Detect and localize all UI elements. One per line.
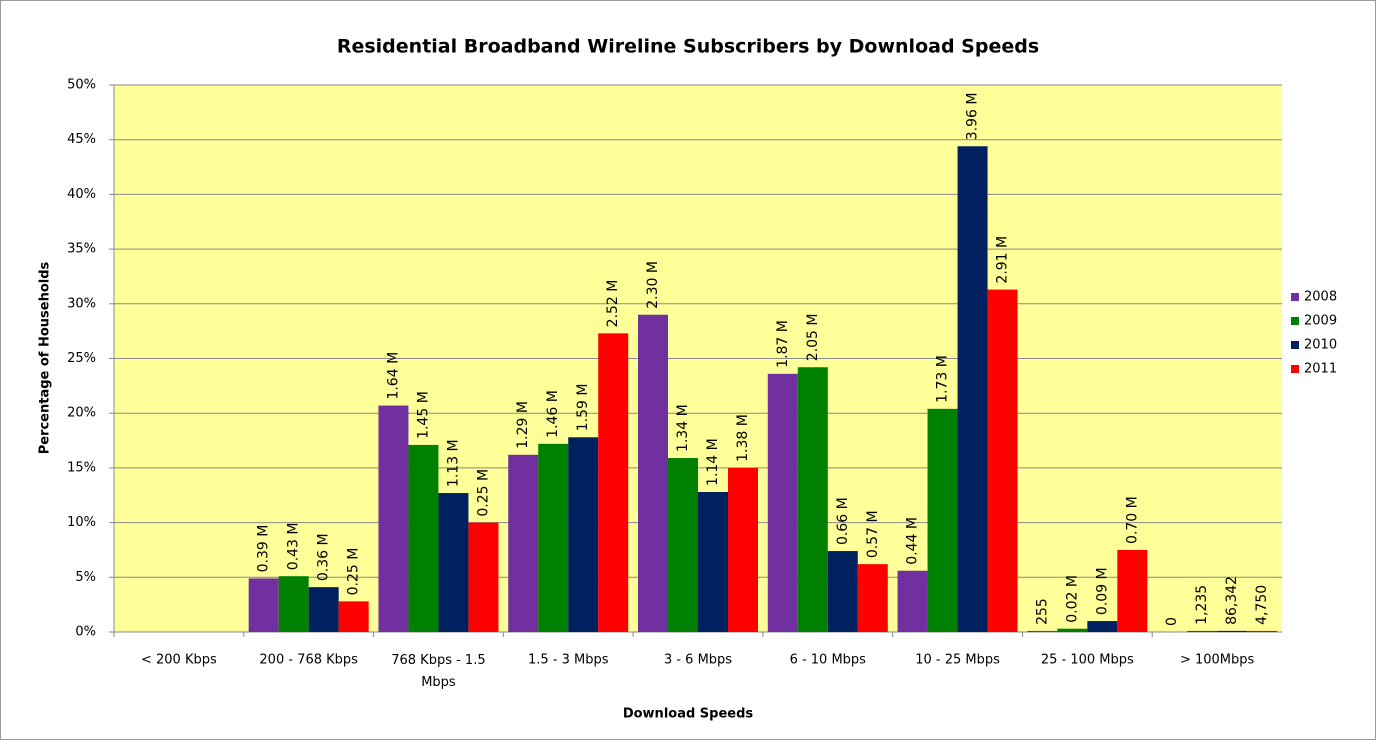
legend-swatch [1291, 317, 1299, 325]
y-tick-label: 40% [67, 187, 96, 202]
data-label: 1.38 M [735, 414, 751, 462]
data-label: 1.14 M [705, 438, 721, 486]
bar [1217, 630, 1248, 632]
legend-label: 2010 [1304, 338, 1337, 353]
bar [308, 587, 339, 632]
data-label: 1.73 M [935, 355, 951, 403]
data-label: 1.59 M [575, 384, 591, 432]
bar [568, 437, 599, 632]
data-label: 0.43 M [286, 523, 302, 571]
bar [728, 467, 758, 632]
y-axis-label: Percentage of Households [38, 261, 53, 454]
data-label: 0.02 M [1064, 575, 1080, 623]
bar [408, 444, 439, 632]
data-label: 1.64 M [385, 352, 401, 400]
data-label: 0.25 M [346, 548, 362, 596]
data-label: 0.25 M [475, 469, 491, 517]
data-label: 4,750 [1254, 585, 1270, 625]
y-tick-label: 0% [75, 625, 96, 640]
x-tick-label: 25 - 100 Mbps [1041, 653, 1134, 668]
bar [598, 333, 629, 632]
data-label: 0.44 M [905, 517, 921, 565]
bar [767, 373, 798, 632]
y-tick-label: 50% [67, 78, 96, 93]
y-tick-label: 5% [75, 570, 96, 585]
bar [378, 405, 409, 632]
bar [438, 493, 469, 632]
bar [508, 454, 539, 632]
bar [1187, 630, 1218, 632]
y-tick-label: 45% [67, 132, 96, 147]
data-label: 1,235 [1194, 585, 1210, 625]
y-tick-label: 15% [67, 460, 96, 475]
data-label: 2.52 M [605, 280, 621, 328]
x-tick-label: < 200 Kbps [141, 653, 217, 668]
data-label: 2.30 M [645, 261, 661, 309]
bar [1247, 630, 1278, 632]
bar [1027, 630, 1058, 632]
bar [957, 146, 988, 632]
y-tick-label: 25% [67, 351, 96, 366]
chart-title: Residential Broadband Wireline Subscribe… [337, 36, 1039, 58]
y-tick-label: 20% [67, 406, 96, 421]
x-tick-label: 1.5 - 3 Mbps [528, 653, 609, 668]
x-tick-label: 10 - 25 Mbps [915, 653, 1000, 668]
legend-label: 2009 [1304, 314, 1337, 329]
data-label: 1.87 M [775, 320, 791, 368]
x-axis-label: Download Speeds [623, 707, 754, 722]
legend-swatch [1291, 365, 1299, 373]
legend-swatch [1291, 293, 1299, 301]
legend-swatch [1291, 341, 1299, 349]
y-tick-label: 35% [67, 242, 96, 257]
data-label: 86,342 [1224, 576, 1240, 625]
x-tick-label: 6 - 10 Mbps [790, 653, 867, 668]
bar [1057, 628, 1088, 632]
bar [927, 408, 958, 632]
data-label: 255 [1034, 598, 1050, 625]
data-label: 0.70 M [1124, 496, 1140, 544]
legend-label: 2011 [1304, 362, 1337, 377]
x-tick-label: > 100Mbps [1180, 653, 1255, 668]
data-label: 0 [1164, 617, 1180, 626]
data-label: 1.46 M [545, 390, 561, 438]
bar [797, 367, 828, 632]
bar [698, 491, 728, 632]
y-tick-label: 30% [67, 296, 96, 311]
bar [538, 443, 569, 632]
data-label: 3.96 M [965, 93, 981, 141]
bar [468, 522, 499, 632]
legend-label: 2008 [1304, 290, 1337, 305]
bar [1087, 621, 1118, 632]
bar [638, 314, 668, 632]
x-tick-label: 200 - 768 Kbps [259, 653, 358, 668]
bar [1117, 549, 1148, 632]
bar [897, 570, 928, 632]
data-label: 0.39 M [256, 525, 272, 573]
data-label: 0.36 M [316, 533, 332, 581]
data-label: 1.29 M [515, 401, 531, 449]
data-label: 1.13 M [445, 439, 461, 487]
data-label: 0.57 M [865, 510, 881, 558]
bar [338, 601, 369, 632]
data-label: 2.05 M [805, 314, 821, 362]
data-label: 1.45 M [415, 391, 431, 439]
data-label: 1.34 M [675, 404, 691, 452]
bar [857, 564, 888, 632]
bar [987, 289, 1018, 632]
data-label: 0.09 M [1094, 567, 1110, 615]
x-tick-label: 768 Kbps - 1.5 Mbps [391, 653, 485, 690]
bar [827, 551, 858, 632]
bar [278, 576, 309, 632]
data-label: 2.91 M [995, 236, 1011, 284]
bar [248, 578, 279, 632]
bar [668, 458, 698, 632]
data-label: 0.66 M [835, 497, 851, 545]
y-tick-label: 10% [67, 515, 96, 530]
x-tick-label: 3 - 6 Mbps [664, 653, 732, 668]
